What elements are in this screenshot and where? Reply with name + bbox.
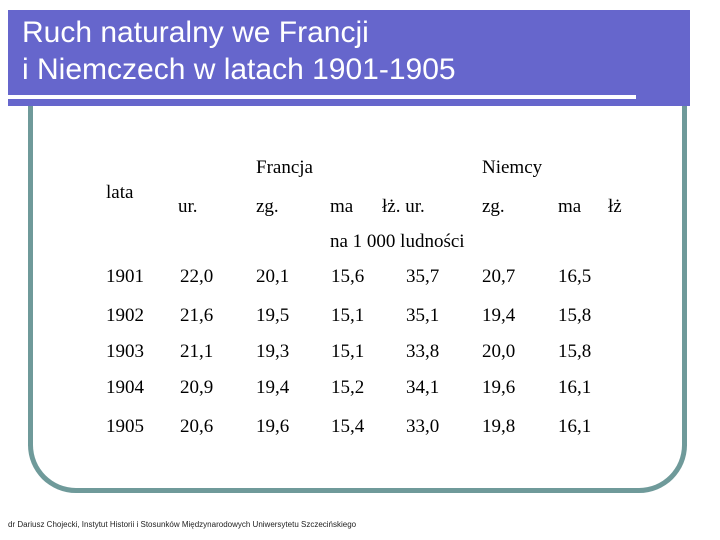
table-cell: 15,8 (558, 305, 592, 326)
table-cell: 20,9 (180, 377, 214, 398)
col-header-de-zg: zg. (482, 196, 505, 217)
group-header-niemcy: Niemcy (482, 157, 543, 178)
col-header-fr-ur: ur. (178, 196, 198, 217)
frame-left-border (28, 106, 33, 446)
table-cell: 21,1 (180, 341, 214, 362)
footer-author: dr Dariusz Chojecki, Instytut Historii i… (8, 520, 357, 529)
table-cell: 16,5 (558, 266, 592, 287)
table-cell: 20,0 (482, 341, 516, 362)
table-cell: 15,6 (331, 266, 365, 287)
frame-bottom-border (28, 420, 687, 493)
row-year: 1902 (106, 305, 144, 326)
row-year: 1903 (106, 341, 144, 362)
col-header-fr-lz-ur: łż. ur. (382, 196, 425, 217)
table-cell: 16,1 (558, 416, 592, 437)
table-cell: 35,1 (406, 305, 440, 326)
table-cell: 19,4 (256, 377, 290, 398)
table-cell: 19,5 (256, 305, 290, 326)
table-cell: 15,1 (331, 305, 365, 326)
col-header-de-ma: ma (558, 196, 582, 217)
row-year: 1905 (106, 416, 144, 437)
year-header: lata (106, 182, 134, 203)
col-header-de-lz: łż (608, 196, 622, 217)
table-cell: 34,1 (406, 377, 440, 398)
table-cell: 33,0 (406, 416, 440, 437)
table-cell: 16,1 (558, 377, 592, 398)
table-cell: 20,6 (180, 416, 214, 437)
frame-right-border (682, 106, 687, 446)
table-cell: 19,6 (256, 416, 290, 437)
table-cell: 35,7 (406, 266, 440, 287)
table-cell: 19,6 (482, 377, 516, 398)
title-line-2: i Niemczech w latach 1901-1905 (22, 53, 456, 86)
header-background (8, 10, 690, 106)
table-cell: 33,8 (406, 341, 440, 362)
group-header-francja: Francja (256, 157, 313, 178)
unit-note: na 1 000 ludności (330, 231, 465, 252)
table-cell: 15,1 (331, 341, 365, 362)
table-cell: 19,3 (256, 341, 290, 362)
table-cell: 19,8 (482, 416, 516, 437)
col-header-fr-zg: zg. (256, 196, 279, 217)
row-year: 1901 (106, 266, 144, 287)
title-underline (0, 95, 636, 99)
table-cell: 22,0 (180, 266, 214, 287)
table-cell: 21,6 (180, 305, 214, 326)
row-year: 1904 (106, 377, 144, 398)
table-cell: 19,4 (482, 305, 516, 326)
table-cell: 20,1 (256, 266, 290, 287)
slide-title: Ruch naturalny we Francji i Niemczech w … (22, 14, 456, 88)
table-cell: 15,2 (331, 377, 365, 398)
table-cell: 15,8 (558, 341, 592, 362)
table-cell: 20,7 (482, 266, 516, 287)
title-line-1: Ruch naturalny we Francji (22, 16, 369, 49)
table-cell: 15,4 (331, 416, 365, 437)
col-header-fr-ma: ma (330, 196, 354, 217)
